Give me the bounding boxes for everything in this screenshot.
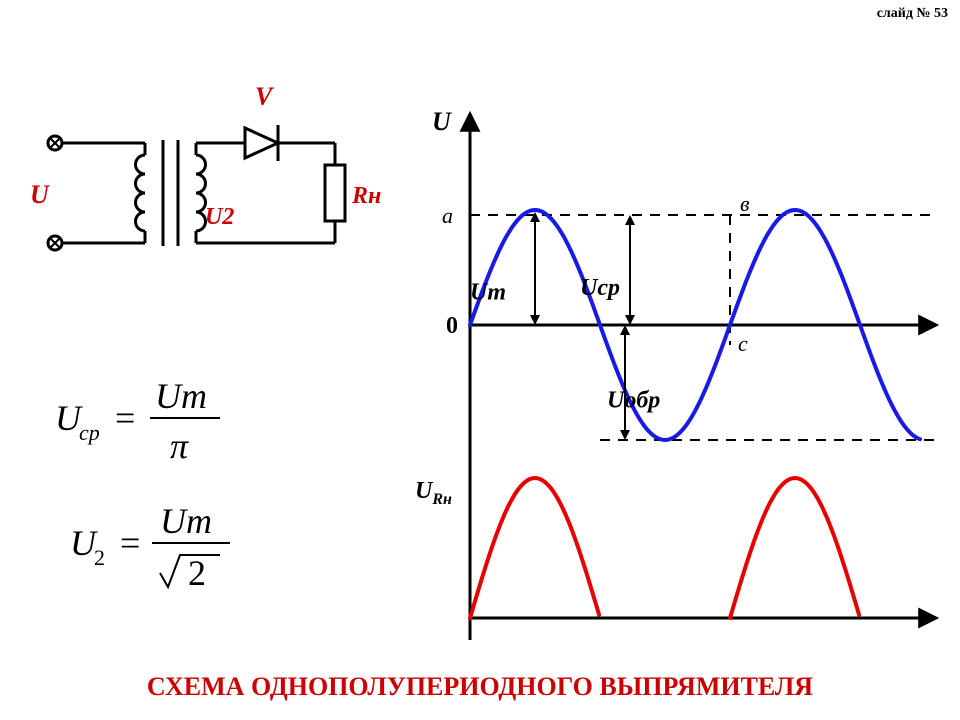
diagram-canvas: VUU2RнUср=UmπU2=Um2Uав0сUmUсрUобрURн — [0, 0, 960, 720]
axis-label-U: U — [432, 107, 452, 136]
label-Um: Um — [470, 280, 506, 306]
circuit-schematic: V U U2 Rн — [30, 82, 381, 250]
formulas: Uср=UmπU2=Um2 — [55, 376, 230, 593]
label-Uobr: Uобр — [607, 388, 660, 414]
page-title: СХЕМА ОДНОПОЛУПЕРИОДНОГО ВЫПРЯМИТЕЛЯ — [0, 672, 960, 702]
svg-text:=: = — [120, 523, 140, 563]
label-U-in: U — [30, 180, 50, 209]
svg-text:2: 2 — [188, 553, 206, 593]
svg-text:=: = — [115, 398, 135, 438]
label-Ucp: Uср — [580, 275, 620, 301]
rectified-wave — [730, 478, 859, 618]
slide-number: слайд № 53 — [877, 6, 948, 22]
label-U2: U2 — [205, 204, 234, 230]
point-c: с — [738, 331, 748, 356]
point-v: в — [740, 191, 750, 216]
svg-text:Um: Um — [160, 501, 212, 541]
svg-text:π: π — [170, 426, 189, 466]
svg-text:ср: ср — [79, 420, 100, 445]
svg-text:Um: Um — [155, 376, 207, 416]
rectified-wave — [470, 478, 599, 618]
point-a: а — [442, 203, 453, 228]
waveform-graph: Uа в 0 с Um Uср Uобр URн — [415, 107, 935, 640]
label-V: V — [255, 82, 275, 111]
axis-origin: 0 — [446, 313, 458, 339]
label-Rn: Rн — [351, 183, 381, 209]
label-URn: URн — [415, 478, 452, 508]
svg-text:2: 2 — [94, 545, 105, 570]
